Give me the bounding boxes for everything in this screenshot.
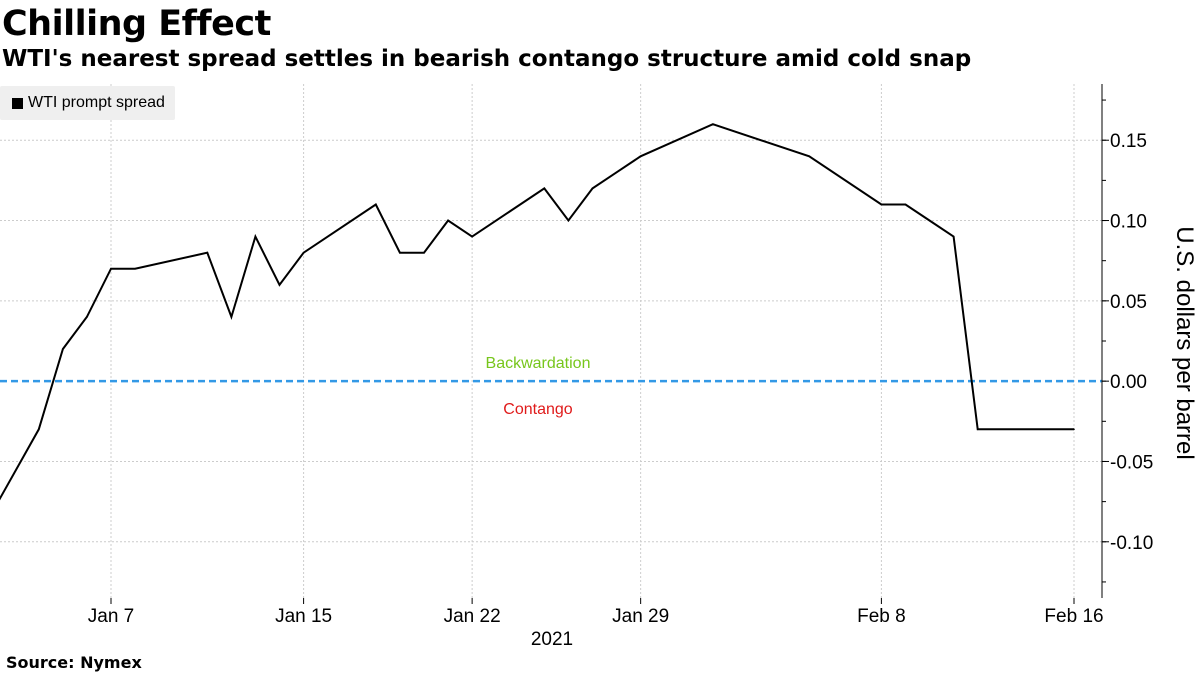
data-point: [615, 171, 618, 174]
data-point: [423, 251, 425, 254]
contango-label: Contango: [503, 401, 572, 418]
data-point: [1073, 428, 1075, 431]
data-point: [591, 187, 594, 190]
y-tick-label: 0.00: [1110, 372, 1147, 393]
chart-title: Chilling Effect: [2, 4, 271, 44]
backwardation-label: Backwardation: [486, 355, 591, 372]
x-axis: Jan 7 Jan 15 Jan 22 Jan 29 Feb 8 Feb 16 2021: [88, 598, 1104, 650]
y-tick-label: 0.15: [1110, 131, 1147, 152]
data-point: [976, 428, 979, 431]
data-point: [712, 123, 714, 125]
data-point: [278, 283, 281, 286]
y-tick-label: -0.10: [1110, 533, 1153, 554]
data-point: [62, 348, 64, 350]
data-point: [302, 251, 305, 254]
data-point: [206, 251, 209, 254]
data-point: [471, 235, 473, 238]
x-tick-label: Feb 8: [857, 606, 906, 627]
annotations: Backwardation Contango: [486, 355, 591, 418]
chart-subtitle: WTI's nearest spread settles in bearish …: [2, 46, 972, 72]
data-point: [928, 219, 931, 222]
x-tick-label: Jan 22: [444, 606, 501, 627]
data-point: [254, 235, 257, 238]
series-line: [0, 123, 1074, 501]
data-point: [110, 267, 112, 270]
x-tick-label: Jan 15: [275, 606, 332, 627]
data-point: [880, 203, 883, 206]
series-layer: [0, 123, 1075, 501]
data-point: [639, 155, 642, 158]
data-point: [447, 219, 449, 222]
y-axis-label: U.S. dollars per barrel: [1171, 226, 1198, 460]
data-point: [543, 187, 546, 190]
data-point: [904, 203, 907, 206]
legend-label: WTI prompt spread: [28, 94, 165, 111]
data-point: [399, 251, 401, 254]
source-note: Source: Nymex: [6, 653, 142, 672]
data-point: [134, 267, 136, 270]
x-tick-label: Jan 29: [612, 606, 669, 627]
y-tick-label: 0.05: [1110, 292, 1147, 313]
x-tick-label: Feb 16: [1044, 606, 1103, 627]
y-axis: -0.10 -0.05 0.00 0.05 0.10 0.15: [1101, 84, 1153, 598]
grid: [0, 84, 1102, 598]
data-point: [37, 428, 40, 431]
data-point: [86, 316, 88, 318]
data-point: [808, 155, 810, 158]
legend: WTI prompt spread: [0, 86, 175, 120]
y-tick-label: 0.10: [1110, 212, 1147, 233]
legend-swatch: [12, 97, 23, 109]
x-year-label: 2021: [531, 629, 573, 650]
data-point: [567, 219, 570, 222]
data-point: [952, 235, 955, 238]
x-tick-label: Jan 7: [88, 606, 134, 627]
data-point: [375, 203, 377, 206]
data-point: [230, 316, 233, 318]
y-tick-label: -0.05: [1110, 452, 1153, 473]
